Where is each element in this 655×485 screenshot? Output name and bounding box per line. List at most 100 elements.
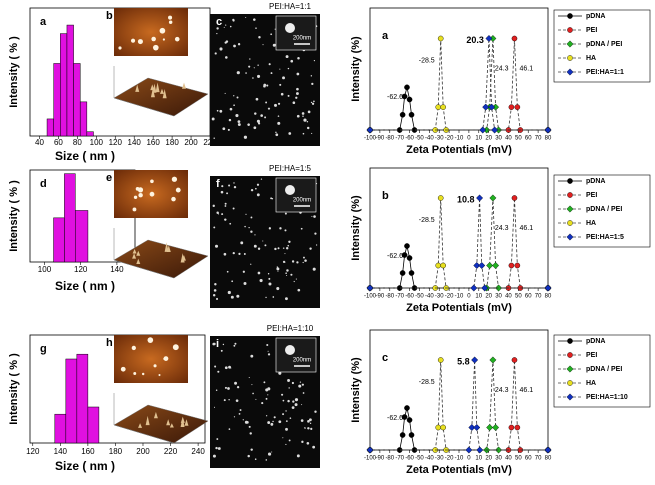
tem-particle xyxy=(287,67,290,70)
x-axis-label: Zeta Potentials (mV) xyxy=(406,144,512,156)
tem-particle xyxy=(227,290,231,295)
tem-particle xyxy=(287,244,289,247)
x-tick-label: -50 xyxy=(415,136,424,142)
tem-particle xyxy=(250,354,254,358)
legend-label: pDNA xyxy=(586,338,605,345)
tem-particle xyxy=(310,75,313,77)
tem-particle xyxy=(238,412,241,415)
tem-particle xyxy=(234,381,238,385)
x-tick-label: 140 xyxy=(128,138,142,147)
data-point xyxy=(508,104,515,110)
legend-marker xyxy=(566,365,574,373)
tem-particle xyxy=(302,261,304,264)
tem-particle xyxy=(228,118,232,122)
x-tick-label: 80 xyxy=(73,138,82,147)
data-point xyxy=(476,194,484,202)
series-line xyxy=(370,197,548,289)
tem-particle xyxy=(216,32,218,35)
tem-particle xyxy=(271,451,273,453)
panel-letter: b xyxy=(106,10,113,22)
x-tick-label: -100 xyxy=(364,456,377,462)
data-point xyxy=(440,424,446,431)
tem-particle xyxy=(233,44,236,48)
tem-particle xyxy=(217,370,220,373)
peak-label: 10.8 xyxy=(457,194,475,204)
x-tick-label: -50 xyxy=(415,456,424,462)
tem-particle xyxy=(297,288,301,292)
tem-particle xyxy=(245,72,247,74)
afm-particle xyxy=(130,38,136,43)
tem-particle xyxy=(313,60,315,62)
panel-letter: g xyxy=(40,343,47,355)
tem-particle xyxy=(232,18,235,21)
tem-particle xyxy=(289,417,292,419)
tem-particle xyxy=(313,215,316,218)
afm-particle xyxy=(172,344,179,351)
tem-particle xyxy=(265,459,268,461)
x-tick-label: 200 xyxy=(184,138,198,147)
x-tick-label: 140 xyxy=(54,447,68,456)
tem-particle xyxy=(228,399,230,401)
tem-particle xyxy=(212,204,215,208)
legend-label: PEI:HA=1:10 xyxy=(586,394,628,401)
tem-particle xyxy=(254,234,256,236)
tem-particle xyxy=(305,427,307,429)
afm-particle xyxy=(152,44,159,51)
afm-particle xyxy=(118,46,122,50)
tem-particle xyxy=(232,207,235,210)
tem-particle xyxy=(282,437,284,439)
tem-particle xyxy=(267,387,271,391)
tem-particle xyxy=(275,133,279,137)
afm-particle xyxy=(163,357,166,360)
tem-particle xyxy=(268,227,272,230)
tem-particle xyxy=(262,44,264,46)
x-tick-label: 50 xyxy=(515,136,522,142)
data-point xyxy=(437,195,444,201)
x-tick-label: 30 xyxy=(495,294,502,300)
afm-3d-axes xyxy=(113,228,175,279)
histogram-bar xyxy=(86,131,94,137)
y-axis-label: Intensity ( % ) xyxy=(8,180,20,252)
tem-particle xyxy=(214,52,217,55)
tem-particle xyxy=(233,344,236,347)
tem-particle xyxy=(227,387,230,390)
tem-particle xyxy=(234,342,237,345)
data-point xyxy=(544,284,552,292)
afm-peak xyxy=(132,249,137,254)
afm-particle xyxy=(149,191,155,197)
peak-label: -28.5 xyxy=(419,57,435,64)
x-tick-label: 70 xyxy=(535,294,542,300)
x-tick-label: -80 xyxy=(385,294,394,300)
data-point xyxy=(511,357,518,363)
tem-particle xyxy=(307,420,310,423)
tem-particle xyxy=(298,384,302,388)
tem-particle xyxy=(277,247,280,250)
peak-label: 24.3 xyxy=(495,387,509,394)
tem-particle xyxy=(310,427,313,430)
tem-particle xyxy=(277,270,279,272)
afm-particle xyxy=(158,373,161,377)
afm-peak xyxy=(181,255,186,261)
tem-particle xyxy=(251,384,253,386)
series-line xyxy=(370,359,548,451)
x-tick-label: 0 xyxy=(467,136,471,142)
data-point xyxy=(366,446,374,454)
tem-particle xyxy=(224,205,227,207)
tem-particle xyxy=(221,185,224,188)
x-tick-label: -100 xyxy=(364,294,377,300)
x-tick-label: -80 xyxy=(385,456,394,462)
data-point xyxy=(437,35,444,42)
histogram-bar xyxy=(76,353,89,444)
tem-particle xyxy=(267,421,271,425)
tem-particle xyxy=(250,230,253,233)
tem-particle xyxy=(228,428,231,430)
histogram-bar xyxy=(60,33,68,137)
tem-particle xyxy=(307,427,310,430)
tem-particle xyxy=(267,107,271,110)
tem-particle xyxy=(270,33,273,36)
y-axis-label: Intensity (%) xyxy=(350,357,362,423)
tem-particle xyxy=(250,188,254,192)
histogram-bar xyxy=(66,24,74,137)
x-tick-label: 220 xyxy=(164,447,178,456)
